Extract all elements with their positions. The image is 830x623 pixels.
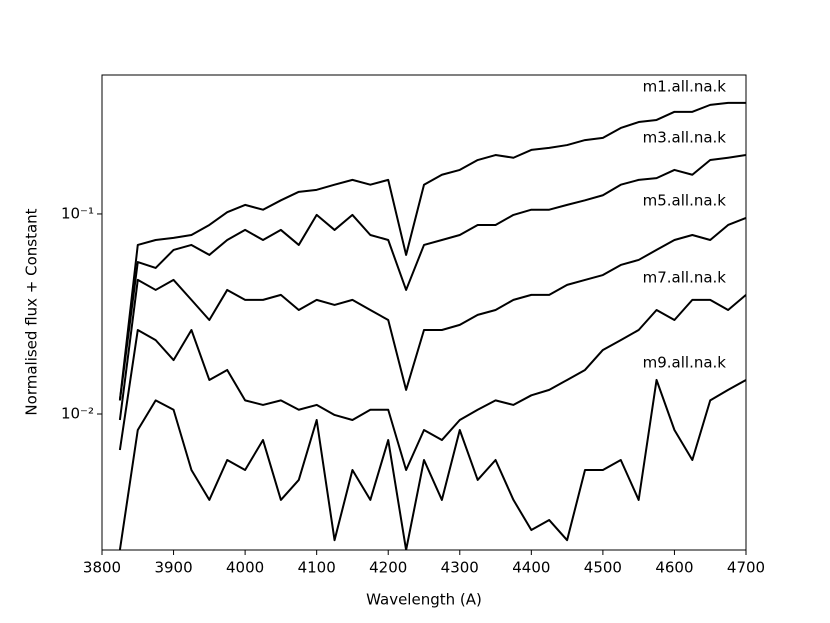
- x-tick-label: 4300: [441, 559, 479, 577]
- x-tick-label: 4700: [727, 559, 765, 577]
- x-axis-label: Wavelength (A): [366, 591, 482, 609]
- spectrum-line: [118, 101, 746, 401]
- series-label: m9.all.na.k: [643, 353, 727, 371]
- series-label: m5.all.na.k: [643, 191, 727, 209]
- x-tick-label: 4500: [584, 559, 622, 577]
- x-tick-label: 4000: [226, 559, 264, 577]
- x-tick-label: 3900: [154, 559, 192, 577]
- series-label: m3.all.na.k: [643, 129, 727, 147]
- series-label: m7.all.na.k: [643, 268, 727, 286]
- x-tick-label: 4400: [512, 559, 550, 577]
- spectrum-line: [118, 154, 746, 401]
- plot-frame: [101, 74, 747, 551]
- spectrum-line: [118, 294, 746, 471]
- plot-area: [118, 101, 746, 550]
- y-tick-label: 10⁻²: [61, 404, 94, 422]
- y-axis-label: Normalised flux + Constant: [23, 208, 41, 415]
- spectrum-line: [118, 217, 746, 421]
- x-tick-label: 3800: [83, 559, 121, 577]
- series-label: m1.all.na.k: [643, 78, 727, 96]
- y-tick-label: 10⁻¹: [61, 204, 94, 222]
- x-tick-label: 4100: [298, 559, 336, 577]
- x-tick-label: 4200: [369, 559, 407, 577]
- x-tick-label: 4600: [655, 559, 693, 577]
- spectrum-line: [118, 378, 746, 550]
